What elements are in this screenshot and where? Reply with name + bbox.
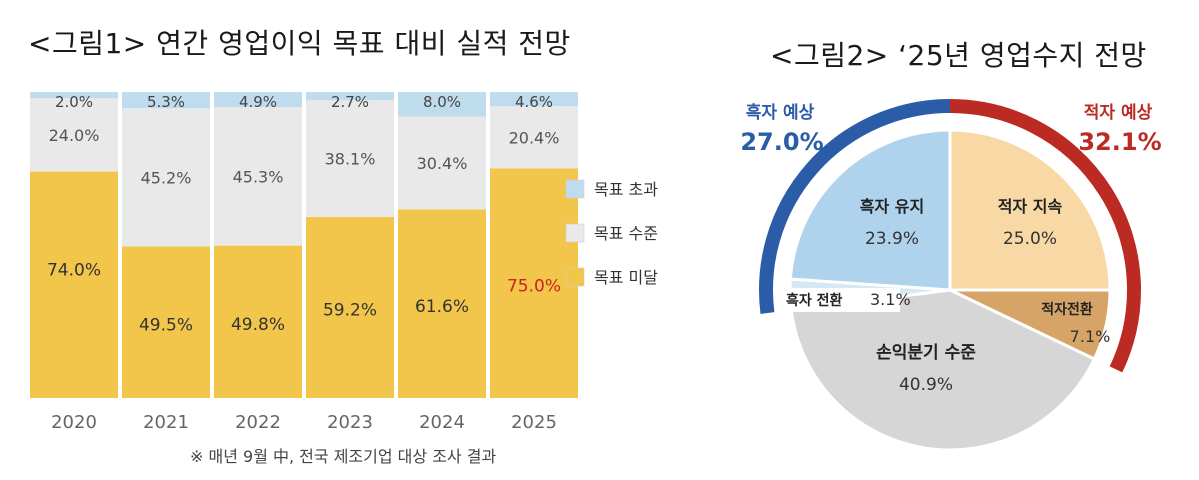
figure2-title: <그림2> ‘25년 영업수지 전망 [770, 39, 1147, 72]
bar-segment-meet [122, 108, 210, 247]
bar-segment-meet [214, 106, 302, 246]
data-label-exceed: 8.0% [423, 93, 461, 111]
legend-swatch [565, 267, 585, 287]
slice-value-surplus-turn: 3.1% [870, 290, 911, 309]
bar-segment-meet [490, 106, 578, 169]
pie-slice-breakeven [789, 288, 1097, 452]
data-label-meet: 24.0% [49, 126, 100, 145]
bar-segment-miss [398, 209, 486, 398]
slice-value-deficit-turn: 7.1% [1070, 327, 1111, 346]
slice-name-breakeven: 손익분기 수준 [876, 343, 976, 363]
legend-label: 목표 수준 [594, 224, 658, 243]
x-tick-label: 2025 [511, 412, 557, 433]
data-label-exceed: 5.3% [147, 93, 185, 111]
stacked-bar-chart: 74.0% 24.0% 2.0% 2020 49.5% 45.2% 5.3% 2021 49.8… [30, 92, 658, 433]
data-label-miss: 49.5% [139, 315, 193, 335]
group-name-surplus: 흑자 예상 [746, 102, 815, 123]
data-label-meet: 45.3% [233, 167, 284, 186]
x-tick-label: 2022 [235, 412, 281, 433]
bar-segment-meet [306, 100, 394, 217]
pie-slice-surplus-keep [788, 128, 952, 292]
bar-segment-miss [306, 216, 394, 398]
legend-label: 목표 미달 [594, 268, 658, 287]
legend-swatch [565, 179, 585, 199]
data-label-exceed: 2.7% [331, 93, 369, 111]
bar-segment-miss [214, 245, 302, 398]
bar-segment-miss [122, 246, 210, 398]
bar-segment-exceed [306, 92, 394, 101]
x-tick-label: 2021 [143, 412, 189, 433]
surplus-turn-label-bg [778, 288, 900, 312]
slice-value-surplus-keep: 23.9% [865, 229, 919, 249]
data-label-exceed: 4.6% [515, 93, 553, 111]
slice-value-breakeven: 40.9% [899, 375, 953, 395]
data-label-meet: 38.1% [325, 150, 376, 169]
x-tick-label: 2024 [419, 412, 465, 433]
legend-label: 목표 초과 [594, 180, 658, 199]
slice-value-deficit-keep: 25.0% [1003, 229, 1057, 249]
pie-slice-deficit-keep [948, 128, 1112, 292]
bar-segment-miss [490, 168, 578, 398]
data-label-exceed: 4.9% [239, 93, 277, 111]
bar-segment-exceed [214, 92, 302, 107]
bar-segment-exceed [398, 92, 486, 117]
data-label-miss: 75.0% [507, 276, 561, 296]
bar-segment-miss [30, 171, 118, 398]
deficit-group-arc [949, 99, 1141, 373]
bar-segment-exceed [30, 92, 118, 99]
figure1-title: <그림1> 연간 영업이익 목표 대비 실적 전망 [28, 27, 571, 60]
data-label-meet: 30.4% [417, 154, 468, 173]
data-label-miss: 59.2% [323, 300, 377, 320]
slice-name-deficit-keep: 적자 지속 [998, 197, 1063, 216]
x-tick-label: 2023 [327, 412, 373, 433]
surplus-group-arc [759, 99, 951, 314]
bar-segment-meet [30, 98, 118, 172]
slice-name-surplus-turn: 흑자 전환 [786, 292, 843, 309]
footnote: ※ 매년 9월 中, 전국 제조기업 대상 조사 결과 [190, 447, 497, 466]
group-value-deficit: 32.1% [1078, 128, 1161, 156]
data-label-miss: 74.0% [47, 261, 101, 281]
x-tick-label: 2020 [51, 412, 97, 433]
bar-segment-meet [398, 116, 486, 210]
data-label-meet: 20.4% [509, 128, 560, 147]
group-name-deficit: 적자 예상 [1084, 103, 1153, 123]
data-label-meet: 45.2% [141, 168, 192, 187]
data-label-miss: 49.8% [231, 315, 285, 335]
group-value-surplus: 27.0% [740, 128, 823, 156]
data-label-miss: 61.6% [415, 297, 469, 317]
legend-swatch [565, 223, 585, 243]
slice-name-deficit-turn: 적자전환 [1041, 301, 1093, 318]
slice-name-surplus-keep: 흑자 유지 [860, 197, 924, 216]
data-label-exceed: 2.0% [55, 93, 93, 111]
bar-segment-exceed [122, 92, 210, 109]
bar-segment-exceed [490, 92, 578, 107]
